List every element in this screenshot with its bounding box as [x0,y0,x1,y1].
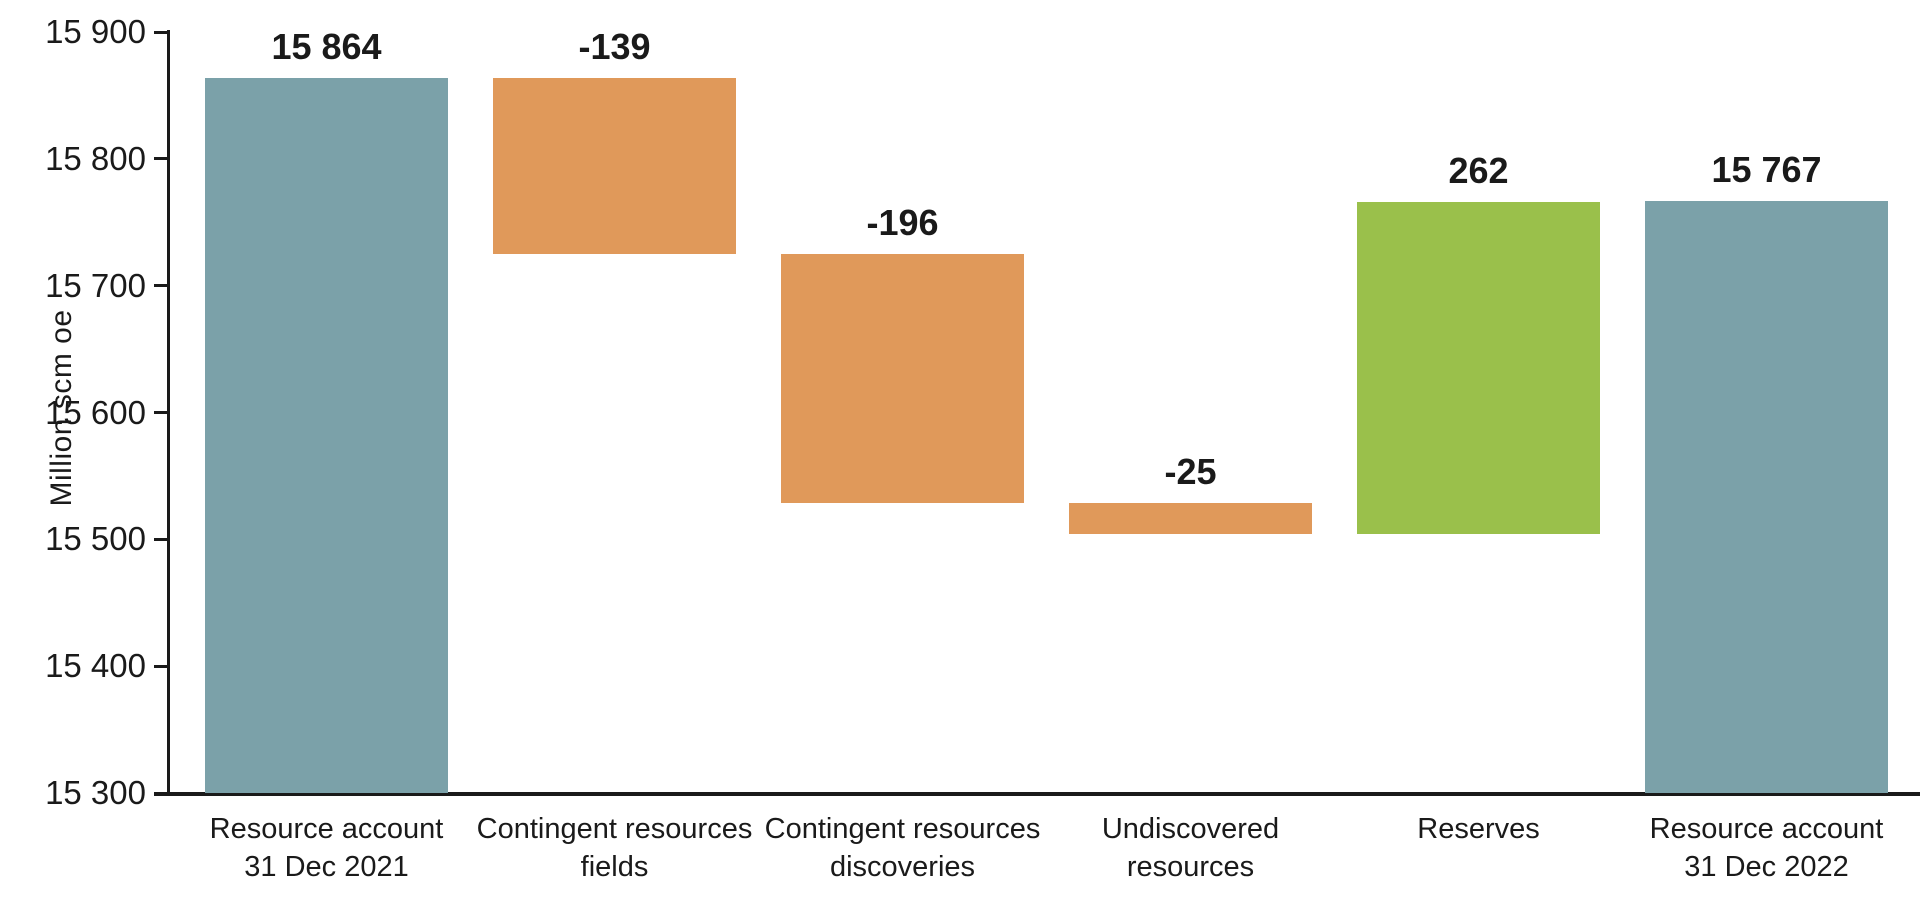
y-tick-label: 15 300 [45,774,146,811]
category-label-line: 31 Dec 2022 [1684,851,1849,883]
bar-category-label-undiscovered-resources: Undiscovered resources [1029,810,1352,886]
y-tick-label: 15 400 [45,647,146,685]
bar-category-label-resource-account-31-dec-2021: Resource account 31 Dec 2021 [165,810,488,886]
y-tick-label: 15 900 [45,13,146,50]
category-label-line: Undiscovered [1101,813,1280,845]
category-label-line: discoveries [829,851,976,883]
bar-resource-account-31-dec-2021 [205,77,448,793]
y-tick-mark [154,157,170,161]
y-tick-mark [154,30,170,34]
bar-value-label-reserves: 262 [1448,149,1509,191]
x-axis-line [154,792,1920,796]
y-tick-label: 15 500 [45,520,146,558]
category-label-line: 31 Dec 2021 [244,851,409,883]
bar-reserves [1357,201,1600,535]
category-label-line: Contingent resources [476,813,753,845]
bar-resource-account-31-dec-2022 [1645,200,1888,793]
y-tick-mark [154,537,170,541]
y-tick-label: 15 700 [45,266,146,304]
category-label-line: fields [580,851,649,883]
category-label-line: Contingent resources [764,813,1041,845]
bar-value-label-contingent-resources-discoveries: -196 [866,201,939,243]
bar-value-label-resource-account-31-dec-2021: 15 864 [271,25,382,67]
bar-value-label-undiscovered-resources: -25 [1164,450,1217,492]
category-label-line: Resource account [209,813,444,845]
bar-contingent-resources-fields [493,77,736,254]
y-tick-mark [154,284,170,288]
y-tick-mark [154,411,170,414]
category-label-line: resources [1126,851,1255,883]
bar-category-label-contingent-resources-fields: Contingent resources fields [453,810,776,886]
bar-undiscovered-resources [1069,502,1312,535]
y-tick-label: 15 600 [45,393,146,431]
bar-category-label-contingent-resources-discoveries: Contingent resources discoveries [741,810,1064,886]
y-tick-mark [154,791,170,795]
y-tick-label: 15 800 [45,139,146,177]
bar-value-label-contingent-resources-fields: -139 [578,25,651,67]
category-label-line: Resource account [1649,813,1884,845]
bar-contingent-resources-discoveries [781,253,1024,503]
bar-value-label-resource-account-31-dec-2022: 15 767 [1711,148,1822,190]
bar-category-label-resource-account-31-dec-2022: Resource account 31 Dec 2022 [1605,810,1920,886]
bar-category-label-reserves: Reserves [1317,810,1640,848]
y-tick-mark [154,664,170,668]
category-label-line: Reserves [1417,813,1540,845]
